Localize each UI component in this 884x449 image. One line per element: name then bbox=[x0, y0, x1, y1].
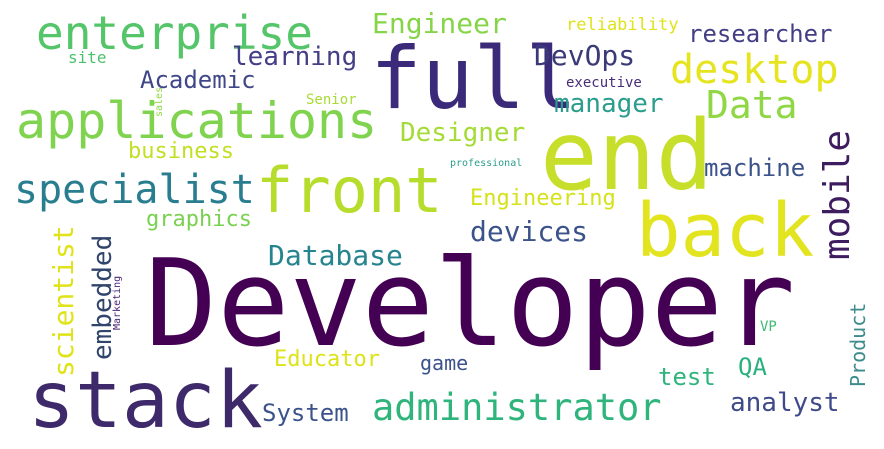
word-engineer: Engineer bbox=[372, 7, 507, 40]
word-executive: executive bbox=[566, 75, 642, 91]
word-back: back bbox=[636, 188, 815, 274]
word-learning: learning bbox=[232, 42, 358, 72]
word-game: game bbox=[420, 351, 469, 375]
word-data: Data bbox=[706, 83, 798, 127]
word-test: test bbox=[658, 363, 716, 391]
word-system: System bbox=[262, 399, 349, 427]
word-product: Product bbox=[846, 302, 870, 387]
word-business: business bbox=[128, 139, 234, 164]
word-database: Database bbox=[268, 239, 403, 272]
word-devices: devices bbox=[470, 215, 589, 248]
word-stack: stack bbox=[28, 356, 263, 446]
word-professional: professional bbox=[450, 158, 523, 169]
word-end: end bbox=[540, 100, 714, 212]
word-developer: Developer bbox=[145, 235, 796, 374]
word-administrator: administrator bbox=[372, 386, 662, 429]
word-full: full bbox=[370, 29, 578, 129]
word-designer: Designer bbox=[400, 118, 526, 148]
word-mobile: mobile bbox=[817, 129, 858, 260]
word-desktop: desktop bbox=[670, 47, 839, 93]
word-sales: sales bbox=[154, 86, 165, 117]
word-front: front bbox=[256, 154, 443, 227]
word-reliability: reliability bbox=[566, 15, 679, 35]
word-devops: DevOps bbox=[534, 39, 636, 72]
word-senior: Senior bbox=[306, 92, 357, 108]
word-machine: machine bbox=[704, 154, 806, 182]
word-analyst: analyst bbox=[730, 388, 840, 418]
word-applications: applications bbox=[16, 92, 378, 150]
word-specialist: specialist bbox=[14, 167, 255, 213]
word-researcher: researcher bbox=[688, 20, 833, 48]
word-site: site bbox=[68, 48, 107, 67]
word-educator: Educator bbox=[274, 347, 380, 372]
word-enterprise: enterprise bbox=[36, 6, 313, 60]
word-scientist: scientist bbox=[47, 225, 80, 377]
word-manager: manager bbox=[554, 89, 664, 119]
word-marketing: Marketing bbox=[112, 275, 123, 330]
word-engineering: Engineering bbox=[470, 186, 616, 211]
word-qa: QA bbox=[738, 353, 767, 381]
word-graphics: graphics bbox=[146, 207, 252, 232]
word-vp: VP bbox=[760, 319, 777, 335]
word-academic: Academic bbox=[140, 66, 256, 94]
